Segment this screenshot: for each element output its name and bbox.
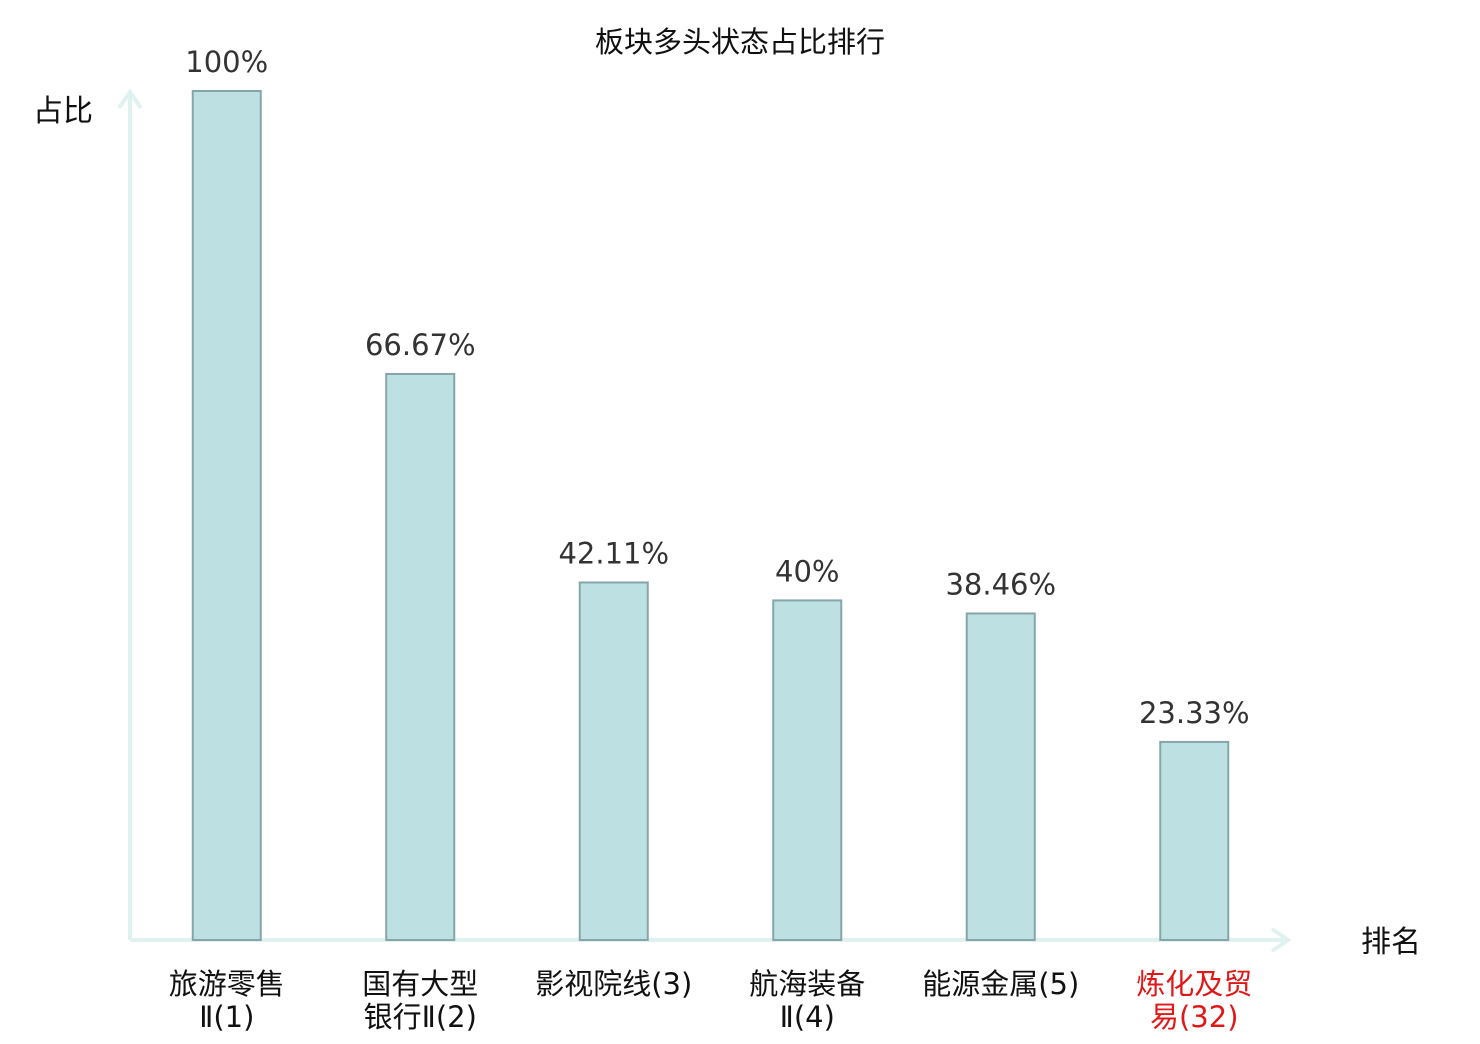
category-label: 炼化及贸易(32) xyxy=(1136,967,1252,1034)
category-label: 能源金属(5) xyxy=(922,967,1079,1001)
bar-value-label: 66.67% xyxy=(365,328,476,362)
chart-title: 板块多头状态占比排行 xyxy=(595,25,885,59)
bar xyxy=(1159,740,1230,941)
bar xyxy=(772,599,843,942)
bar-value-label: 42.11% xyxy=(558,536,669,570)
y-axis-arrow xyxy=(117,88,143,110)
y-axis: 占比 xyxy=(33,88,143,940)
bar xyxy=(965,612,1036,941)
bars xyxy=(191,90,1230,942)
category-label: 航海装备 Ⅱ(4) xyxy=(749,967,865,1034)
bar xyxy=(191,90,262,941)
bar xyxy=(578,581,649,941)
bar-value-label: 40% xyxy=(775,554,839,588)
category-labels: 旅游零售 Ⅱ(1) 国有大型银行Ⅱ(2) 影视院线(3) 航海装备 Ⅱ(4) 能源金属(5)… xyxy=(169,967,1253,1034)
bar xyxy=(385,372,456,942)
y-axis-label: 占比 xyxy=(33,94,93,129)
category-label: 旅游零售 Ⅱ(1) xyxy=(169,967,285,1034)
bar-value-label: 38.46% xyxy=(945,567,1056,601)
x-axis-arrow xyxy=(1270,927,1292,953)
category-label: 影视院线(3) xyxy=(535,967,692,1001)
bar-value-label: 100% xyxy=(185,45,268,79)
category-label: 国有大型银行Ⅱ(2) xyxy=(362,967,478,1034)
x-axis-label: 排名 xyxy=(1361,925,1421,960)
value-labels: 100% 66.67% 42.11% 40% 38.46% 23.33% xyxy=(185,45,1249,730)
bar-value-label: 23.33% xyxy=(1139,696,1250,730)
x-axis: 排名 xyxy=(130,925,1421,960)
